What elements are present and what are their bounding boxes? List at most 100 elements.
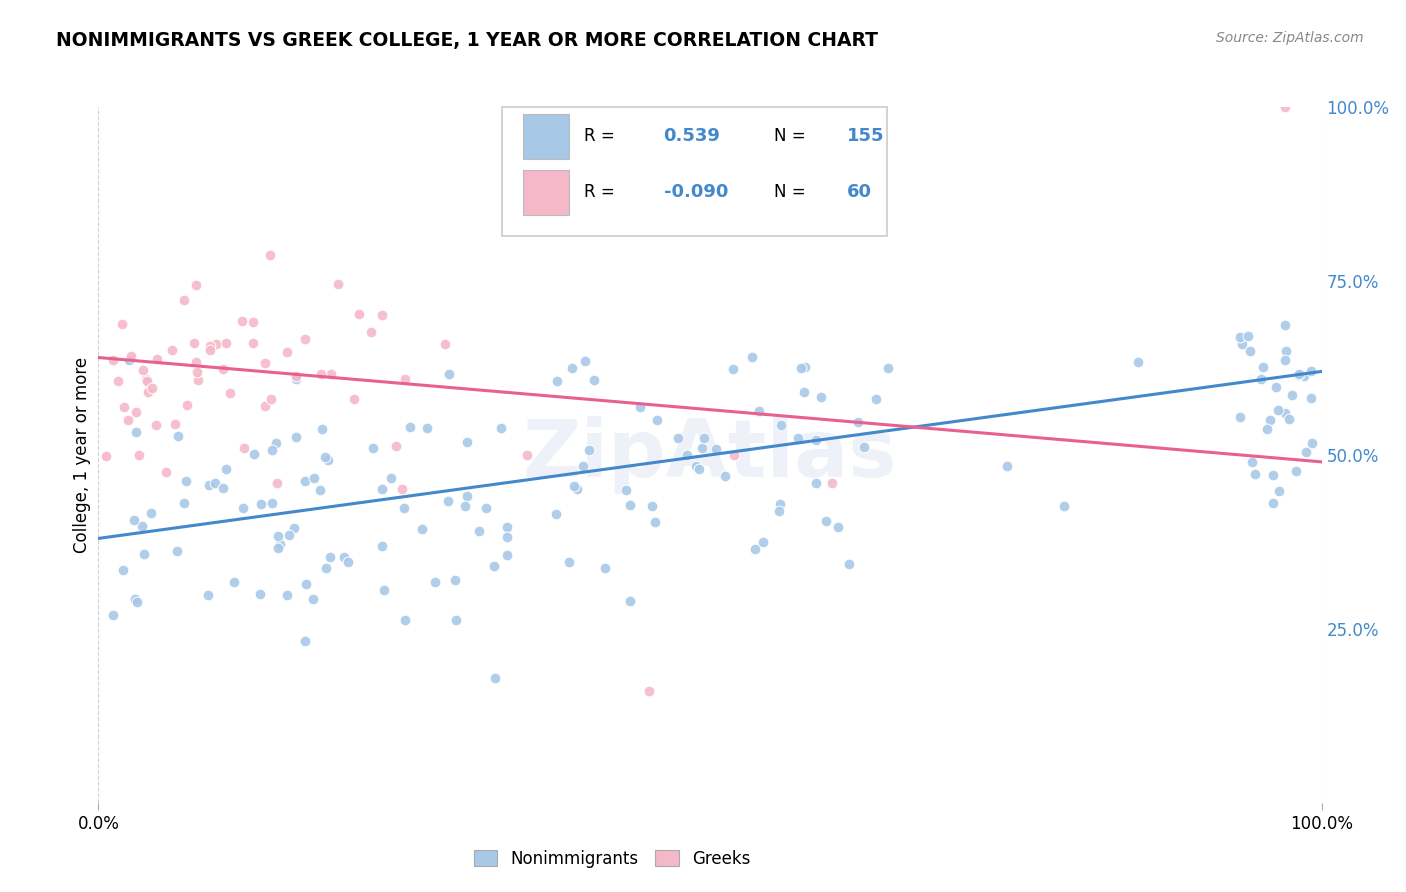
- Point: [380, 471, 402, 485]
- Point: [269, 536, 291, 550]
- Point: [876, 361, 898, 376]
- Point: [254, 356, 277, 370]
- Point: [184, 277, 207, 292]
- Point: [198, 478, 221, 492]
- Point: [1286, 368, 1309, 383]
- Point: [1267, 402, 1289, 417]
- Point: [125, 405, 148, 419]
- Point: [316, 452, 339, 467]
- Point: [371, 539, 394, 553]
- Point: [145, 352, 167, 367]
- Point: [1275, 344, 1298, 359]
- Point: [815, 515, 838, 529]
- Point: [394, 372, 416, 386]
- Point: [111, 317, 134, 331]
- Point: [136, 375, 159, 389]
- Point: [454, 499, 477, 513]
- Point: [995, 458, 1018, 473]
- Point: [769, 497, 792, 511]
- Point: [132, 363, 155, 377]
- Point: [645, 413, 668, 427]
- Point: [167, 429, 190, 443]
- Point: [267, 541, 290, 555]
- Point: [496, 549, 519, 563]
- Point: [160, 343, 183, 358]
- Point: [124, 425, 146, 440]
- Point: [314, 450, 336, 464]
- Point: [865, 392, 887, 406]
- Point: [793, 384, 815, 399]
- Point: [347, 307, 370, 321]
- Point: [242, 316, 264, 330]
- Point: [343, 392, 366, 407]
- Point: [326, 277, 349, 292]
- FancyBboxPatch shape: [502, 107, 887, 235]
- Point: [215, 335, 238, 350]
- Point: [176, 398, 198, 412]
- Point: [399, 419, 422, 434]
- Point: [416, 421, 439, 435]
- Point: [260, 392, 283, 407]
- Point: [436, 493, 458, 508]
- Point: [111, 563, 134, 577]
- Point: [444, 613, 467, 627]
- FancyBboxPatch shape: [523, 114, 569, 159]
- Point: [1299, 364, 1322, 378]
- Point: [1230, 337, 1253, 351]
- Point: [124, 592, 146, 607]
- Point: [120, 350, 142, 364]
- Text: ZipAtlas: ZipAtlas: [523, 416, 897, 494]
- Point: [337, 555, 360, 569]
- Point: [266, 476, 288, 491]
- Point: [361, 441, 384, 455]
- Point: [484, 671, 506, 685]
- Point: [1299, 391, 1322, 405]
- Point: [666, 431, 689, 445]
- Point: [122, 513, 145, 527]
- Point: [127, 595, 149, 609]
- Point: [1284, 464, 1306, 478]
- Point: [186, 355, 208, 369]
- Point: [283, 521, 305, 535]
- Point: [482, 559, 505, 574]
- Point: [135, 371, 157, 385]
- Point: [744, 542, 766, 557]
- Point: [688, 462, 710, 476]
- Text: 0.539: 0.539: [664, 128, 720, 145]
- Point: [578, 442, 600, 457]
- Point: [242, 447, 264, 461]
- Text: 155: 155: [846, 128, 884, 145]
- Point: [827, 519, 849, 533]
- Point: [704, 442, 727, 456]
- Point: [685, 458, 707, 473]
- Point: [370, 483, 392, 497]
- Text: N =: N =: [773, 183, 806, 201]
- Point: [723, 362, 745, 376]
- Point: [1274, 352, 1296, 367]
- Point: [838, 557, 860, 571]
- Point: [751, 535, 773, 549]
- Point: [561, 360, 583, 375]
- Point: [200, 343, 222, 357]
- Point: [468, 524, 491, 538]
- Point: [174, 474, 197, 488]
- Point: [309, 367, 332, 381]
- Point: [394, 501, 416, 516]
- Point: [723, 448, 745, 462]
- Point: [1274, 100, 1296, 114]
- Point: [294, 474, 316, 488]
- Point: [260, 442, 283, 457]
- Point: [456, 435, 478, 450]
- Point: [128, 449, 150, 463]
- Point: [1243, 467, 1265, 481]
- Point: [675, 448, 697, 462]
- Point: [250, 497, 273, 511]
- Point: [644, 515, 666, 529]
- Point: [285, 372, 308, 386]
- Point: [583, 374, 606, 388]
- Point: [187, 373, 209, 387]
- Point: [232, 500, 254, 515]
- Point: [94, 449, 117, 463]
- Point: [1301, 435, 1323, 450]
- Text: R =: R =: [583, 128, 614, 145]
